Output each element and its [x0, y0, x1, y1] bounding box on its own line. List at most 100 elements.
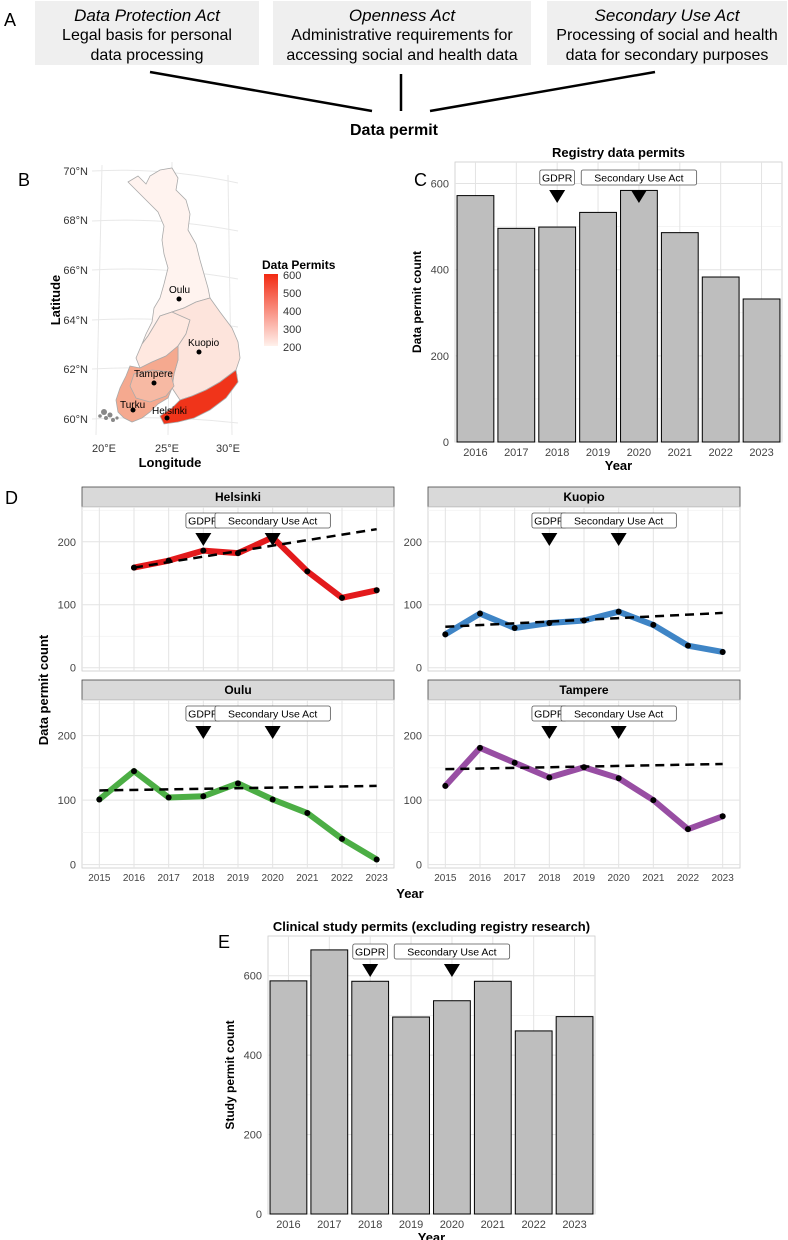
lon-tick: 30°E: [216, 443, 240, 455]
data-point: [615, 608, 622, 615]
panel-letter-c: C: [414, 170, 427, 190]
bar-2016: [456, 195, 495, 443]
annotation-label: GDPR: [534, 516, 565, 528]
y-tick-label: 200: [58, 537, 76, 549]
map-xlabel: Longitude: [139, 455, 202, 470]
data-point: [235, 550, 241, 557]
bar-2018: [538, 226, 577, 443]
x-tick-label: 2023: [712, 873, 735, 884]
city-label: Helsinki: [152, 406, 187, 417]
map-ylabel: Latitude: [48, 275, 63, 326]
annotation-gdpr: GDPR: [531, 705, 568, 739]
annotation-box: [393, 943, 511, 960]
legend-title: Data Permits: [262, 258, 336, 272]
law-desc-line2: data processing: [90, 47, 204, 64]
annotation-label: GDPR: [355, 947, 386, 959]
annotation-label: Secondary Use Act: [228, 709, 317, 721]
data-point: [131, 564, 137, 571]
map-regions: [115, 167, 241, 425]
annotation-arrow: [549, 190, 566, 203]
legend-tick: 500: [283, 288, 301, 300]
annotation-label: GDPR: [188, 516, 219, 528]
city-label: Turku: [120, 400, 145, 411]
y-tick-label: 400: [431, 265, 449, 277]
x-tick-label: 2018: [192, 873, 215, 884]
annotation-secondary-use-act: Secondary Use Act: [560, 705, 677, 739]
y-axis-label: Data permit count: [36, 634, 51, 745]
lat-tick: 68°N: [63, 215, 88, 227]
data-point: [269, 796, 276, 803]
data-point: [546, 620, 553, 627]
data-point: [477, 610, 483, 617]
panel-letter-a: A: [4, 10, 17, 30]
x-axis-label: Year: [605, 458, 632, 470]
data-point: [477, 744, 483, 751]
legend-tick: 400: [283, 306, 301, 318]
chart-title: Clinical study permits (excluding regist…: [273, 919, 590, 934]
x-tick-label: 2020: [627, 447, 651, 459]
data-point: [200, 547, 207, 554]
law-box-data-protection: Data Protection Act Legal basis for pers…: [35, 1, 259, 65]
annotation-box: [214, 705, 331, 722]
legend-tick: 300: [283, 324, 301, 336]
data-point: [165, 557, 172, 564]
legend-tick: 200: [283, 342, 301, 354]
y-tick-label: 0: [416, 663, 422, 675]
annotation-box: [560, 512, 677, 529]
y-tick-label: 100: [58, 795, 76, 807]
bar-2022: [701, 276, 740, 443]
annotation-gdpr: GDPR: [531, 512, 568, 546]
annotation-label: Secondary Use Act: [228, 516, 317, 528]
x-tick-label: 2021: [296, 873, 319, 884]
x-tick-label: 2018: [545, 447, 569, 459]
annotation-secondary-use-act: Secondary Use Act: [214, 512, 331, 546]
y-axis-label: Study permit count: [223, 1020, 237, 1129]
longitude-ticks: 20°E 25°E 30°E: [92, 443, 240, 455]
annotation-arrow: [362, 964, 379, 977]
region-helsinki: [159, 369, 239, 425]
lat-tick: 64°N: [63, 315, 88, 327]
data-point: [719, 813, 726, 820]
data-point: [200, 793, 207, 800]
x-tick-label: 2023: [749, 447, 773, 459]
annotation-arrow: [195, 726, 212, 739]
x-tick-label: 2015: [434, 873, 457, 884]
bar-2019: [392, 1016, 430, 1215]
annotation-arrow: [195, 533, 212, 546]
y-tick-label: 100: [404, 600, 422, 612]
data-point: [235, 780, 241, 787]
panel-letter-e: E: [218, 932, 231, 952]
x-tick-label: 2021: [481, 1219, 505, 1231]
data-point: [339, 835, 345, 842]
city-dot-kuopio: [196, 349, 202, 355]
law-title: Openness Act: [348, 6, 456, 25]
connector-line-right: [429, 70, 656, 113]
annotation-arrow: [630, 190, 647, 203]
facet-title: Oulu: [224, 683, 251, 697]
x-tick-label: 2017: [158, 873, 181, 884]
lat-tick: 62°N: [63, 364, 88, 376]
x-tick-label: 2023: [366, 873, 389, 884]
law-title: Data Protection Act: [74, 6, 220, 25]
annotation-label: Secondary Use Act: [574, 516, 663, 528]
y-tick-label: 200: [431, 351, 449, 363]
annotation-arrow: [610, 726, 627, 739]
connector-lines: [149, 70, 656, 113]
latitude-ticks: 70°N 68°N 66°N 64°N 62°N 60°N: [63, 166, 88, 426]
annotation-secondary-use-act: Secondary Use Act: [580, 169, 698, 203]
x-tick-label: 2018: [538, 873, 561, 884]
bar-2021: [660, 232, 699, 443]
data-point: [511, 759, 518, 766]
x-tick-label: 2020: [608, 873, 631, 884]
x-tick-label: 2016: [276, 1219, 300, 1231]
annotation-gdpr: GDPR: [185, 512, 222, 546]
data-point: [581, 764, 587, 771]
law-desc-line1: Legal basis for personal: [62, 27, 232, 44]
bar-2016: [269, 980, 308, 1215]
data-point: [304, 810, 311, 817]
facet-title: Helsinki: [215, 490, 261, 504]
lat-tick: 70°N: [63, 166, 88, 178]
x-tick-label: 2015: [88, 873, 111, 884]
bar-2023: [555, 1016, 594, 1215]
